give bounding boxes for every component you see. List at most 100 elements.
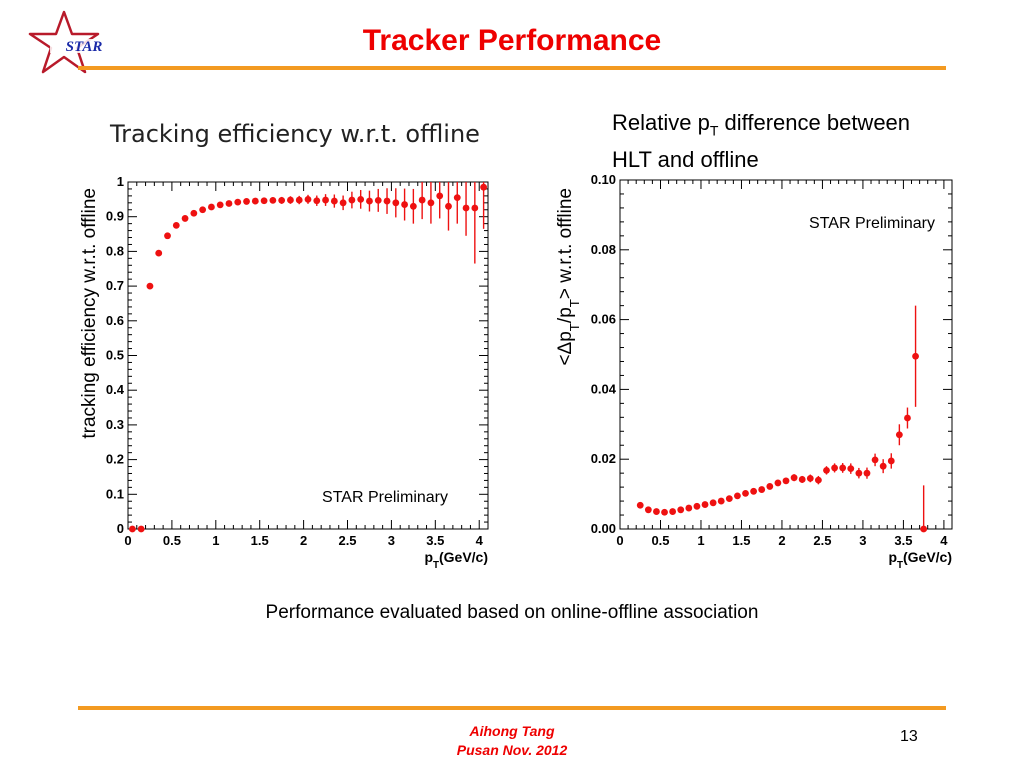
x-tick-label: 0 [616, 533, 623, 548]
x-tick-label: 3.5 [426, 533, 444, 548]
data-point [758, 486, 766, 493]
slide-title: Tracker Performance [362, 24, 662, 57]
data-point [814, 476, 822, 484]
right-caption-line1: Relative pT difference between [612, 110, 911, 139]
data-point [251, 197, 259, 205]
data-point [234, 198, 242, 206]
logo-text: STAR [66, 39, 103, 55]
x-tick-label: 1.5 [732, 533, 750, 548]
left-chart-title: Tracking efficiency w.r.t. offline [110, 120, 480, 148]
x-tick-label: 0.5 [163, 533, 181, 548]
plot-frame [127, 181, 489, 530]
data-point [322, 196, 329, 204]
data-point [847, 465, 855, 473]
data-point [374, 196, 382, 204]
y-tick-label: 0.2 [106, 452, 124, 467]
data-point [471, 204, 479, 212]
data-point [823, 466, 830, 474]
x-axis-label: pT(GeV/c) [888, 549, 952, 571]
data-point [418, 196, 426, 204]
data-point [137, 525, 145, 533]
data-point [766, 483, 774, 490]
data-point [260, 197, 268, 205]
data-point [717, 497, 725, 505]
data-point [677, 506, 685, 514]
star-logo: STAR [28, 10, 114, 74]
data-point [330, 197, 338, 205]
x-tick-label: 3 [859, 533, 866, 548]
y-axis-label: tracking efficiency w.r.t. offline [79, 188, 100, 439]
data-point [806, 474, 814, 482]
data-point [155, 249, 163, 257]
data-point [701, 501, 709, 508]
data-point [146, 282, 154, 290]
x-tick-label: 2 [778, 533, 785, 548]
footer-note: Performance evaluated based on online-of… [265, 602, 759, 623]
y-tick-label: 0.10 [591, 172, 616, 187]
data-point [366, 197, 373, 205]
efficiency-chart: 0 0.5 1 1.5 2 2.5 3 3.5 4 0 0.1 0.2 0.3 0.4 0.5 0.6 0.7 0… [79, 174, 489, 571]
data-point [208, 203, 215, 211]
page-number: 13 [900, 728, 918, 745]
data-point [445, 202, 452, 210]
data-point [734, 492, 741, 500]
y-tick-label: 0.06 [591, 312, 616, 327]
right-caption-line2: HLT and offline [612, 147, 759, 173]
data-point [782, 477, 790, 485]
star-preliminary-label: STAR Preliminary [809, 215, 935, 232]
y-axis-label: <ΔpT/pT> w.r.t. offline [555, 188, 582, 366]
x-tick-label: 1 [212, 533, 219, 548]
data-point [216, 201, 224, 209]
data-point [798, 476, 806, 483]
logo-star-shape [28, 10, 100, 74]
pt-difference-chart: 0 0.5 1 1.5 2 2.5 3 3.5 4 0.00 0.02 0.04 0.06 0.08 0.1… [555, 172, 953, 571]
data-point [339, 199, 347, 207]
y-tick-label: 1 [117, 174, 124, 189]
data-point [685, 504, 693, 512]
data-point [357, 195, 365, 203]
data-point [693, 502, 701, 510]
data-point [644, 506, 652, 514]
x-tick-label: 2.5 [338, 533, 356, 548]
x-tick-label: 4 [476, 533, 484, 548]
data-point [839, 464, 847, 472]
footer-author: Aihong Tang Pusan Nov. 2012 [380, 722, 644, 760]
data-point [879, 462, 887, 470]
star-preliminary-label: STAR Preliminary [322, 489, 448, 506]
data-point [653, 508, 660, 515]
data-point [742, 490, 749, 497]
y-tick-label: 0.3 [106, 417, 124, 432]
data-point [462, 204, 470, 212]
data-point [912, 352, 919, 360]
data-point [409, 202, 417, 210]
data-point [855, 469, 863, 477]
x-tick-label: 1 [697, 533, 704, 548]
venue: Pusan Nov. 2012 [456, 742, 568, 758]
title-divider [78, 66, 946, 70]
y-tick-label: 0.8 [106, 243, 124, 258]
data-point [304, 195, 312, 203]
plot-frame [619, 179, 953, 530]
data-point [436, 192, 444, 200]
data-point [172, 221, 180, 229]
y-tick-label: 0 [117, 521, 124, 536]
data-point [392, 199, 400, 207]
data-point [348, 196, 356, 204]
data-point [480, 183, 488, 191]
data-point [287, 196, 294, 204]
y-tick-label: 0.6 [106, 313, 124, 328]
data-point [427, 199, 435, 207]
y-tick-label: 0.04 [591, 381, 617, 396]
x-axis-label: pT(GeV/c) [424, 549, 488, 571]
y-tick-label: 0.5 [106, 348, 124, 363]
data-point [269, 196, 277, 204]
y-tick-label: 0.08 [591, 242, 616, 257]
data-point [164, 232, 171, 240]
x-tick-label: 2 [300, 533, 307, 548]
data-point [774, 479, 782, 487]
x-tick-label: 0 [124, 533, 131, 548]
right-caption: Relative pT difference between HLT and o… [612, 108, 910, 175]
footer-divider [78, 706, 946, 710]
data-point [920, 525, 928, 533]
data-point [383, 197, 391, 205]
